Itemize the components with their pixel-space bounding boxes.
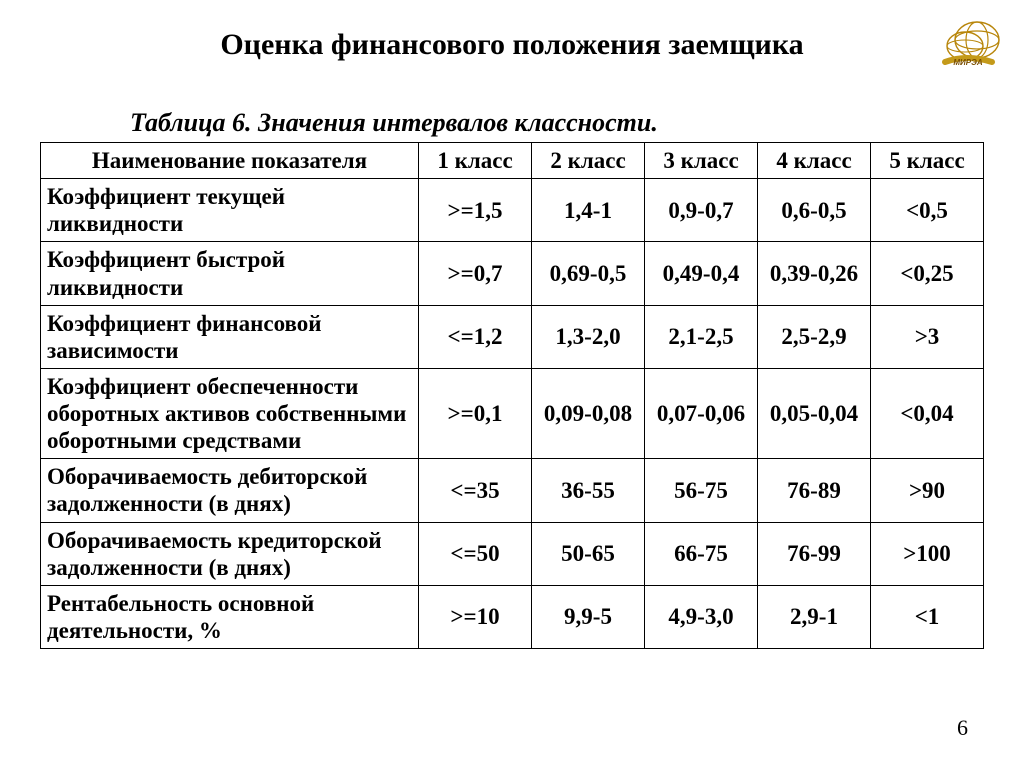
cell: 0,69-0,5 bbox=[532, 242, 645, 305]
cell: 1,3-2,0 bbox=[532, 305, 645, 368]
page-number: 6 bbox=[957, 715, 968, 741]
cell: <1 bbox=[871, 585, 984, 648]
cell: >=0,1 bbox=[419, 368, 532, 458]
cell: <=50 bbox=[419, 522, 532, 585]
table-row: Оборачиваемость дебиторской задолженност… bbox=[41, 459, 984, 522]
cell: >90 bbox=[871, 459, 984, 522]
cell: 1,4-1 bbox=[532, 179, 645, 242]
cell: 0,49-0,4 bbox=[645, 242, 758, 305]
cell: >3 bbox=[871, 305, 984, 368]
cell: 76-89 bbox=[758, 459, 871, 522]
table-body: Коэффициент текущей ликвидности >=1,5 1,… bbox=[41, 179, 984, 649]
col-header-class2: 2 класс bbox=[532, 143, 645, 179]
cell: 9,9-5 bbox=[532, 585, 645, 648]
cell: 0,6-0,5 bbox=[758, 179, 871, 242]
class-intervals-table: Наименование показателя 1 класс 2 класс … bbox=[40, 142, 984, 649]
indicator-name: Коэффициент быстрой ликвидности bbox=[41, 242, 419, 305]
indicator-name: Коэффициент текущей ликвидности bbox=[41, 179, 419, 242]
logo-label: МИРЭА bbox=[953, 58, 983, 67]
cell: 56-75 bbox=[645, 459, 758, 522]
indicator-name: Оборачиваемость кредиторской задолженнос… bbox=[41, 522, 419, 585]
cell: <=1,2 bbox=[419, 305, 532, 368]
cell: 50-65 bbox=[532, 522, 645, 585]
cell: <=35 bbox=[419, 459, 532, 522]
col-header-name: Наименование показателя bbox=[41, 143, 419, 179]
cell: 0,9-0,7 bbox=[645, 179, 758, 242]
col-header-class3: 3 класс bbox=[645, 143, 758, 179]
cell: 0,05-0,04 bbox=[758, 368, 871, 458]
page-title: Оценка финансового положения заемщика bbox=[40, 28, 984, 62]
table-row: Коэффициент текущей ликвидности >=1,5 1,… bbox=[41, 179, 984, 242]
cell: 2,1-2,5 bbox=[645, 305, 758, 368]
cell: >100 bbox=[871, 522, 984, 585]
col-header-class4: 4 класс bbox=[758, 143, 871, 179]
cell: <0,5 bbox=[871, 179, 984, 242]
table-row: Коэффициент быстрой ликвидности >=0,7 0,… bbox=[41, 242, 984, 305]
cell: 2,5-2,9 bbox=[758, 305, 871, 368]
table-row: Коэффициент обеспеченности оборотных акт… bbox=[41, 368, 984, 458]
logo: МИРЭА bbox=[932, 18, 1002, 68]
cell: <0,25 bbox=[871, 242, 984, 305]
indicator-name: Коэффициент обеспеченности оборотных акт… bbox=[41, 368, 419, 458]
globe-logo-icon: МИРЭА bbox=[932, 18, 1002, 68]
cell: 2,9-1 bbox=[758, 585, 871, 648]
col-header-class1: 1 класс bbox=[419, 143, 532, 179]
cell: >=0,7 bbox=[419, 242, 532, 305]
table-row: Оборачиваемость кредиторской задолженнос… bbox=[41, 522, 984, 585]
table-row: Рентабельность основной деятельности, % … bbox=[41, 585, 984, 648]
cell: >=10 bbox=[419, 585, 532, 648]
cell: 76-99 bbox=[758, 522, 871, 585]
cell: >=1,5 bbox=[419, 179, 532, 242]
indicator-name: Оборачиваемость дебиторской задолженност… bbox=[41, 459, 419, 522]
table-caption: Таблица 6. Значения интервалов классност… bbox=[130, 108, 984, 138]
cell: 0,39-0,26 bbox=[758, 242, 871, 305]
cell: 0,09-0,08 bbox=[532, 368, 645, 458]
col-header-class5: 5 класс bbox=[871, 143, 984, 179]
page: МИРЭА Оценка финансового положения заемщ… bbox=[0, 0, 1024, 767]
cell: 4,9-3,0 bbox=[645, 585, 758, 648]
cell: 0,07-0,06 bbox=[645, 368, 758, 458]
cell: <0,04 bbox=[871, 368, 984, 458]
table-header-row: Наименование показателя 1 класс 2 класс … bbox=[41, 143, 984, 179]
indicator-name: Рентабельность основной деятельности, % bbox=[41, 585, 419, 648]
table-row: Коэффициент финансовой зависимости <=1,2… bbox=[41, 305, 984, 368]
cell: 66-75 bbox=[645, 522, 758, 585]
cell: 36-55 bbox=[532, 459, 645, 522]
indicator-name: Коэффициент финансовой зависимости bbox=[41, 305, 419, 368]
